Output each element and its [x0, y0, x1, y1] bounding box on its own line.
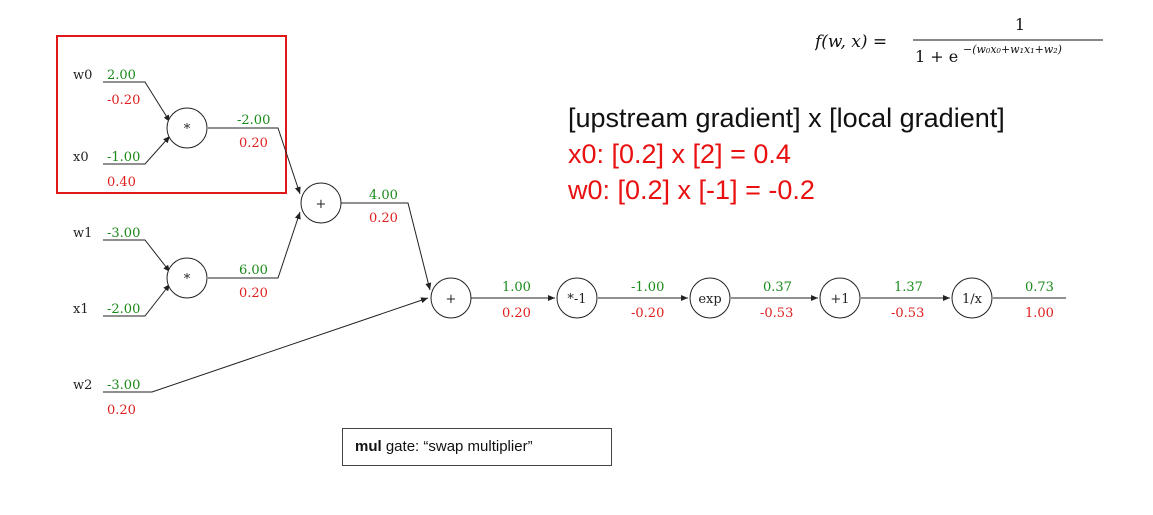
- wire-x0: [103, 135, 171, 165]
- input-x0-backward: 0.40: [107, 175, 136, 190]
- gate-inv-label: 1/x: [962, 292, 983, 307]
- note-rest: gate: “swap multiplier”: [381, 438, 533, 455]
- gate-inv: 1/x: [951, 277, 993, 319]
- gate-plus1: +1: [819, 277, 861, 319]
- edge-neg-forward: -1.00: [631, 280, 664, 295]
- edge-inv-backward: 1.00: [1025, 306, 1054, 321]
- wire-w0: [103, 81, 171, 123]
- wire-x1: [103, 283, 171, 317]
- input-w2-backward: 0.20: [107, 403, 136, 418]
- gate-mul2: *: [166, 257, 208, 299]
- edge-plus1-backward: -0.53: [891, 306, 924, 321]
- gate-mul2-label: *: [184, 272, 191, 287]
- gate-add1: +: [300, 182, 342, 224]
- input-w1-name: w1: [73, 226, 92, 241]
- input-w0-name: w0: [73, 68, 92, 83]
- edge-exp-backward: -0.53: [760, 306, 793, 321]
- edge-neg-backward: -0.20: [631, 306, 664, 321]
- gate-mul1-label: *: [184, 122, 191, 137]
- edge-add1-forward: 4.00: [369, 188, 398, 203]
- edge-mul1-forward: -2.00: [237, 113, 270, 128]
- input-w0-backward: -0.20: [107, 93, 140, 108]
- edge-exp-forward: 0.37: [763, 280, 792, 295]
- gate-exp-label: exp: [698, 292, 721, 307]
- rule-line-2: x0: [0.2] x [2] = 0.4: [568, 139, 791, 169]
- input-w2-forward: -3.00: [107, 378, 140, 393]
- gate-neg-label: *-1: [567, 292, 586, 307]
- input-w1-forward: -3.00: [107, 226, 140, 241]
- gate-add2-label: +: [446, 292, 457, 307]
- edge-add2-backward: 0.20: [502, 306, 531, 321]
- note-bold: mul: [355, 438, 382, 455]
- wire-w1: [103, 239, 171, 273]
- input-x1-name: x1: [73, 302, 89, 317]
- formula-exponent: −(w₀x₀+w₁x₁+w₂): [963, 43, 1062, 56]
- gate-plus1-label: +1: [830, 292, 849, 307]
- mul-gate-note: mul gate: “swap multiplier”: [342, 428, 612, 466]
- gradient-rule: [upstream gradient] x [local gradient] x…: [568, 100, 1148, 208]
- rule-line-3: w0: [0.2] x [-1] = -0.2: [568, 175, 815, 205]
- input-x1-forward: -2.00: [107, 302, 140, 317]
- input-x0-name: x0: [73, 150, 89, 165]
- wire-w2: [103, 297, 429, 393]
- sigmoid-formula: f(w, x) = 1 1 + e −(w₀x₀+w₁x₁+w₂): [815, 15, 1103, 66]
- input-x0-forward: -1.00: [107, 150, 140, 165]
- wire-add1-out: [341, 202, 432, 291]
- edge-mul2-backward: 0.20: [239, 286, 268, 301]
- edge-mul2-forward: 6.00: [239, 263, 268, 278]
- formula-lhs: f(w, x) =: [815, 32, 887, 52]
- gate-add1-label: +: [316, 197, 327, 212]
- edge-plus1-forward: 1.37: [894, 280, 923, 295]
- edge-inv-forward: 0.73: [1025, 280, 1054, 295]
- input-w2-name: w2: [73, 378, 92, 393]
- gate-add2: +: [430, 277, 472, 319]
- formula-denominator: 1 + e: [915, 47, 958, 66]
- input-w0-forward: 2.00: [107, 68, 136, 83]
- wire-mul1-out: [208, 127, 301, 195]
- gate-exp: exp: [689, 277, 731, 319]
- edge-add2-forward: 1.00: [502, 280, 531, 295]
- rule-line-1: [upstream gradient] x [local gradient]: [568, 103, 1005, 133]
- edge-mul1-backward: 0.20: [239, 136, 268, 151]
- wire-mul2-out: [208, 211, 301, 279]
- formula-numerator: 1: [1015, 15, 1025, 34]
- gate-neg: *-1: [556, 277, 598, 319]
- edge-add1-backward: 0.20: [369, 211, 398, 226]
- highlight-box: [56, 35, 287, 194]
- gate-mul1: *: [166, 107, 208, 149]
